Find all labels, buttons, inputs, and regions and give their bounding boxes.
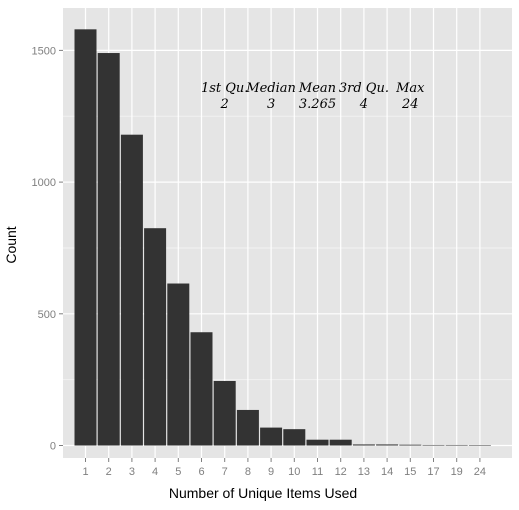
annotation-value: 3.265 (299, 97, 336, 112)
x-tick-label: 10 (288, 466, 300, 478)
y-tick-label: 1000 (32, 177, 56, 189)
bar (97, 53, 120, 446)
bar (236, 409, 259, 446)
x-tick-label: 6 (198, 466, 204, 478)
bar (283, 429, 306, 446)
x-tick-label: 12 (335, 466, 347, 478)
x-tick-label: 14 (381, 466, 393, 478)
annotation-label: Mean (298, 81, 336, 96)
bar (120, 134, 143, 446)
y-tick-label: 0 (50, 441, 56, 453)
x-tick-label: 19 (451, 466, 463, 478)
bar (445, 444, 468, 446)
x-tick-label: 13 (358, 466, 370, 478)
x-tick-label: 1 (82, 466, 88, 478)
annotation-label: 1st Qu. (201, 81, 248, 96)
y-axis-title: Count (3, 226, 19, 263)
bar (376, 444, 399, 446)
x-tick-label: 15 (404, 466, 416, 478)
x-axis: 1 2 3 4 5 6 7 8 9 10 11 12 13 14 15 17 19 24 (82, 458, 486, 478)
x-tick-label: 8 (245, 466, 251, 478)
bar (167, 283, 190, 446)
x-axis-title: Number of Unique Items Used (169, 485, 357, 501)
bar (352, 444, 375, 446)
bar (260, 427, 283, 446)
bar (306, 439, 329, 446)
bars (74, 29, 491, 446)
bar (74, 29, 97, 446)
annotation-label: 3rd Qu. (339, 81, 389, 96)
annotation-value: 2 (220, 97, 229, 112)
annotation-value: 24 (401, 97, 419, 112)
bar (399, 444, 422, 446)
x-tick-label: 7 (222, 466, 228, 478)
x-tick-label: 9 (268, 466, 274, 478)
bar (144, 228, 167, 446)
x-tick-label: 24 (474, 466, 486, 478)
y-axis: 0 500 1000 1500 (32, 45, 63, 453)
annotation-label: Median (245, 81, 296, 96)
bar (190, 332, 213, 446)
bar (422, 444, 445, 446)
y-tick-label: 1500 (32, 45, 56, 57)
annotation-value: 3 (267, 97, 275, 112)
bar (213, 380, 236, 446)
bar (468, 445, 491, 446)
x-tick-label: 3 (129, 466, 135, 478)
x-tick-label: 11 (312, 466, 323, 478)
x-tick-label: 2 (106, 466, 112, 478)
x-tick-label: 5 (175, 466, 181, 478)
y-tick-label: 500 (38, 309, 56, 321)
annotation-value: 4 (359, 97, 368, 112)
x-tick-label: 4 (152, 466, 158, 478)
annotation-label: Max (395, 81, 425, 96)
bar (329, 439, 352, 446)
x-tick-label: 17 (427, 466, 439, 478)
